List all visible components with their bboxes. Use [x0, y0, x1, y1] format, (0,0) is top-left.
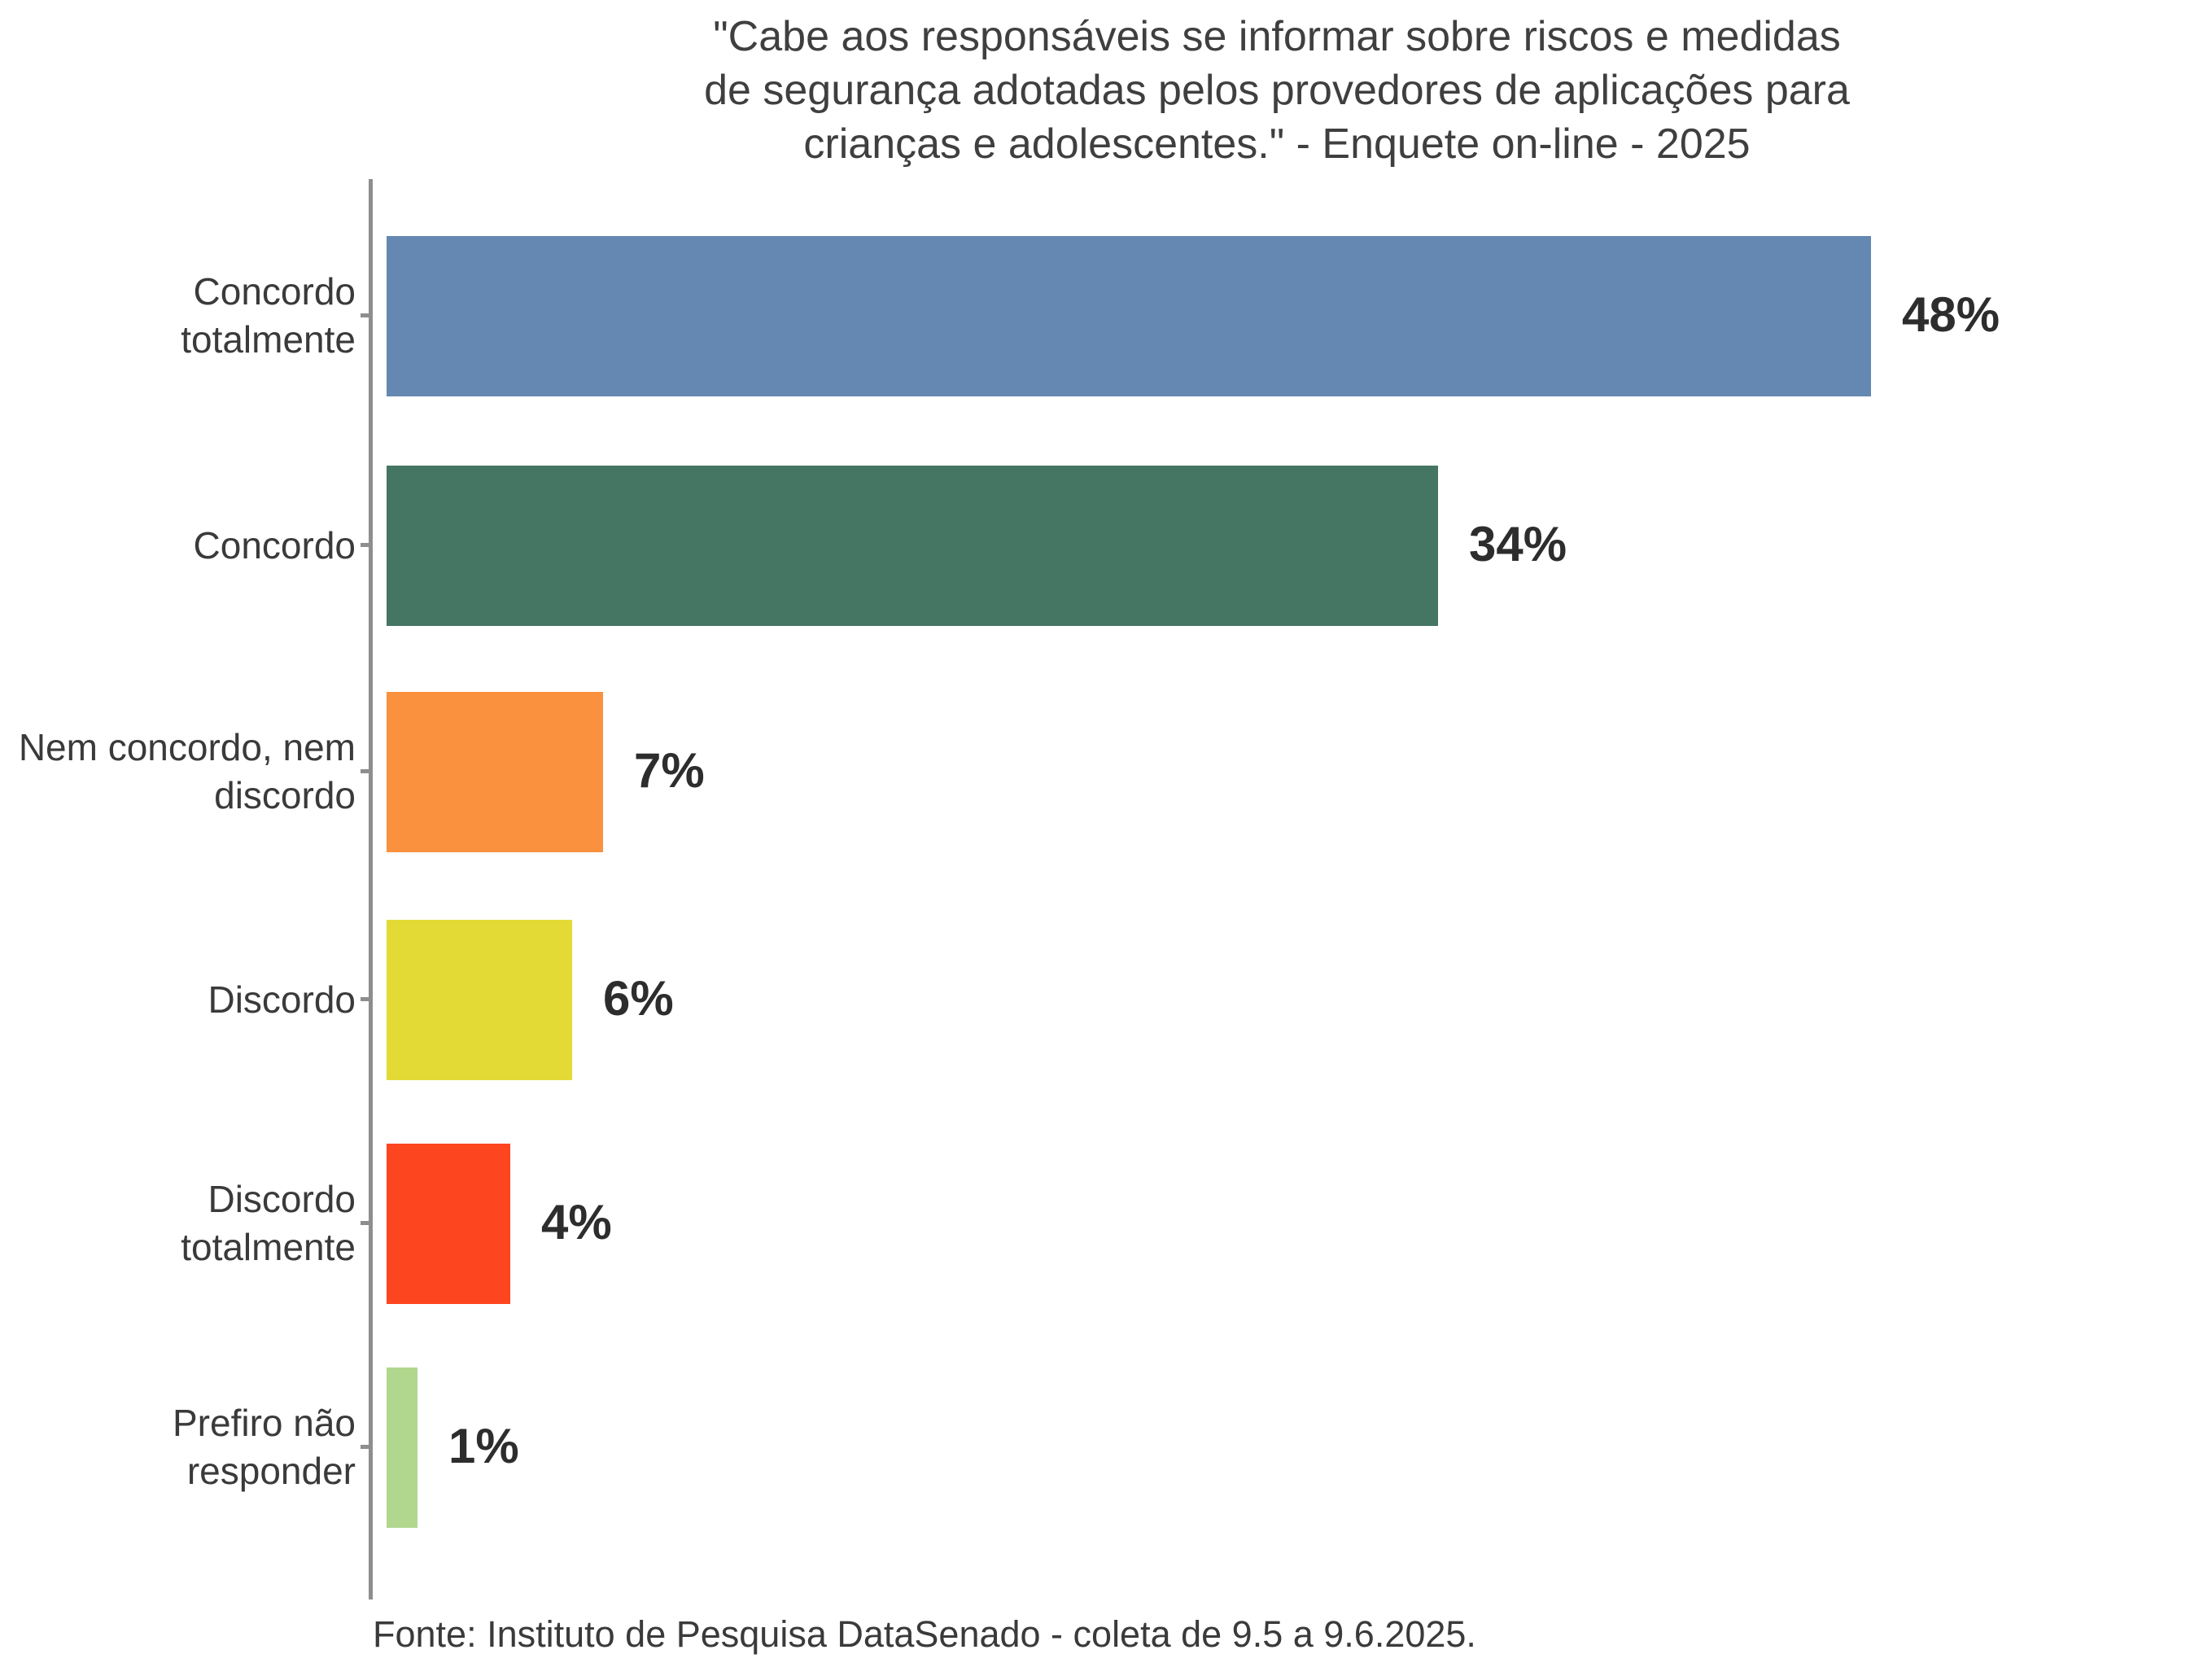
bar-discordo [387, 919, 572, 1080]
axis-tick [361, 313, 369, 317]
category-label: Concordo [193, 523, 356, 567]
category-label: Concordo totalmente [181, 270, 356, 361]
axis-tick [361, 1445, 369, 1449]
axis-tick [361, 769, 369, 773]
value-label: 4% [541, 1195, 612, 1249]
value-label: 1% [448, 1419, 519, 1473]
bar-concordo-totalmente [387, 235, 1871, 396]
axis-tick [361, 1221, 369, 1225]
value-label: 48% [1902, 287, 2000, 342]
category-label: Prefiro não responder [172, 1402, 356, 1492]
category-label: Discordo totalmente [181, 1178, 356, 1268]
value-label: 34% [1469, 517, 1567, 571]
axis-tick [361, 543, 369, 547]
bar-concordo [387, 465, 1438, 626]
category-label: Nem concordo, nem discordo [18, 726, 356, 816]
value-label: 6% [603, 971, 674, 1026]
y-axis-line [369, 179, 373, 1599]
bar-discordo-totalmente [387, 1143, 510, 1304]
chart-title: "Cabe aos responsáveis se informar sobre… [704, 13, 1850, 168]
category-label: Discordo [208, 978, 356, 1021]
value-label: 7% [634, 743, 705, 798]
axis-tick [361, 997, 369, 1001]
bar-prefiro-n-o-responder [387, 1367, 417, 1528]
source-note: Fonte: Instituto de Pesquisa DataSenado … [373, 1613, 1476, 1655]
bar-nem-concordo-nem-discordo [387, 691, 603, 852]
